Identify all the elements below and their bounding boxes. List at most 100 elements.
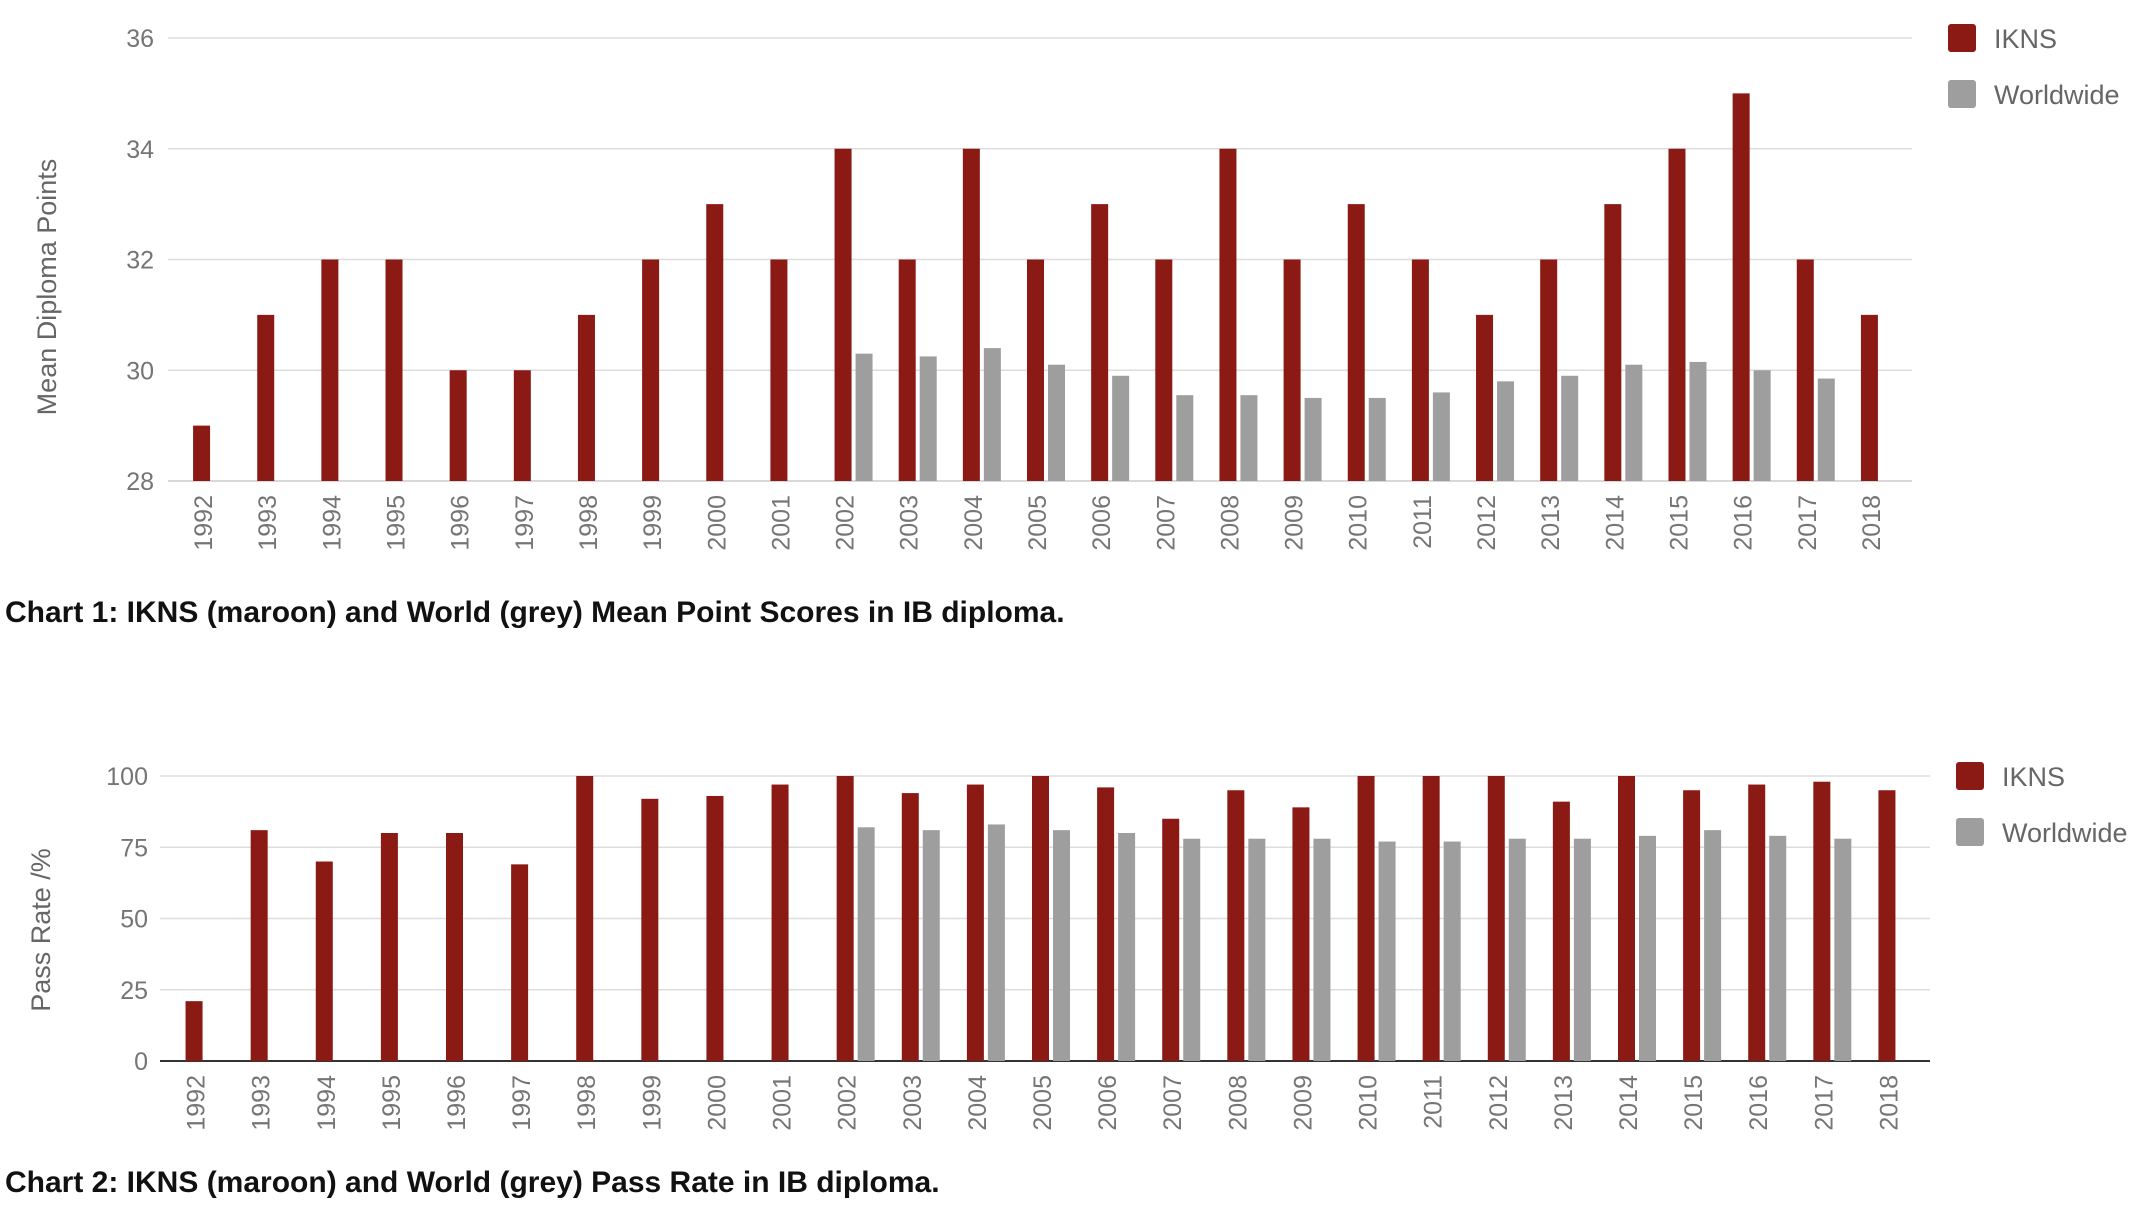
bar-ikns: [257, 314, 275, 481]
bar-ikns: [513, 370, 531, 481]
bar-worldwide: [1378, 841, 1396, 1061]
bar-worldwide: [1497, 381, 1515, 481]
bar-worldwide: [1834, 838, 1852, 1061]
x-tick-label: 2002: [834, 1075, 862, 1131]
bar-ikns: [1552, 801, 1570, 1061]
bar-ikns: [1347, 204, 1365, 481]
bar-ikns: [576, 776, 594, 1061]
x-tick-label: 2003: [899, 1075, 927, 1131]
x-tick-label: 2013: [1537, 495, 1565, 551]
bar-ikns: [1796, 259, 1814, 481]
legend-swatch: [1948, 80, 1976, 108]
chart-pass-rate-svg: 0 25 50 75 100 Pass Rate /% 1992 1993 1994 1995 19…: [26, 762, 2128, 1131]
x-tick-label: 1997: [511, 495, 539, 551]
bar-ikns: [1162, 818, 1180, 1061]
bar-ikns: [1732, 93, 1750, 481]
y-tick-label: 30: [126, 357, 154, 385]
y-tick-label: 36: [126, 25, 154, 53]
bar-worldwide: [1053, 830, 1070, 1061]
x-tick-label: 1998: [575, 495, 603, 551]
bar-ikns: [1618, 776, 1635, 1061]
bar-worldwide: [1639, 835, 1656, 1061]
legend-swatch: [1948, 24, 1976, 52]
x-tick-label: 2009: [1289, 1075, 1317, 1131]
bar-ikns: [1748, 784, 1766, 1061]
chart-1-caption: Chart 1: IKNS (maroon) and World (grey) …: [5, 596, 1065, 629]
x-tick-label: 2017: [1794, 495, 1822, 551]
bar-worldwide: [919, 356, 937, 481]
x-tick-label: 1992: [183, 1075, 211, 1131]
bar-ikns: [185, 1001, 203, 1061]
x-tick-label: 2000: [703, 1075, 731, 1131]
x-tick-label: 1996: [447, 495, 475, 551]
x-tick-label: 2011: [1409, 495, 1437, 549]
x-tick-label: 2010: [1355, 1075, 1383, 1131]
x-tick-label: 2002: [832, 495, 860, 551]
legend-label: IKNS: [2002, 762, 2065, 792]
bar-worldwide: [1432, 392, 1450, 481]
x-tick-label: 2018: [1858, 495, 1886, 551]
bar-ikns: [1422, 776, 1440, 1061]
x-tick-label: 2000: [703, 495, 731, 551]
bar-worldwide: [855, 353, 873, 481]
y-tick-label: 32: [126, 247, 154, 275]
bar-ikns: [446, 833, 463, 1061]
bar-worldwide: [1183, 838, 1201, 1061]
bar-ikns: [1860, 314, 1878, 481]
bar-worldwide: [1240, 395, 1258, 481]
bar-ikns: [449, 370, 467, 481]
chart-pass-rate: 0 25 50 75 100 Pass Rate /% 1992 1993 1994 1995 19…: [0, 700, 2132, 1160]
x-tick-label: 2007: [1152, 495, 1180, 551]
bar-ikns: [770, 259, 788, 481]
bar-ikns: [1097, 787, 1115, 1061]
bar-worldwide: [1753, 370, 1771, 481]
x-tick-label: 1994: [318, 495, 346, 551]
x-tick-label: 2012: [1473, 495, 1501, 551]
x-tick-label: 1995: [378, 1075, 406, 1131]
legend-label: IKNS: [1994, 24, 2057, 54]
y-tick-label: 0: [134, 1048, 148, 1076]
x-tick-label: 2005: [1024, 495, 1052, 551]
bar-worldwide: [1625, 364, 1643, 481]
bar-ikns: [1476, 314, 1494, 481]
bar-ikns: [641, 798, 659, 1061]
bar-ikns: [1227, 790, 1245, 1061]
bar-worldwide: [1304, 397, 1322, 481]
bar-ikns: [1411, 259, 1429, 481]
x-tick-label: 2008: [1216, 495, 1244, 551]
x-tick-label: 2012: [1485, 1075, 1513, 1131]
x-tick-label: 1997: [508, 1075, 536, 1131]
bar-ikns: [1357, 776, 1375, 1061]
bar-worldwide: [1048, 364, 1065, 481]
legend-label: Worldwide: [1994, 80, 2120, 110]
bar-worldwide: [1248, 838, 1266, 1061]
chart-mean-points: 28 30 32 34 36 Mean Diploma Points 1992 1993 199…: [0, 0, 2132, 560]
bar-ikns: [1487, 776, 1505, 1061]
x-tick-label: 2015: [1665, 495, 1693, 551]
bar-ikns: [1283, 259, 1301, 481]
bar-ikns: [1155, 259, 1173, 481]
chart-2-caption: Chart 2: IKNS (maroon) and World (grey) …: [5, 1166, 940, 1199]
x-tick-label: 2011: [1420, 1075, 1448, 1129]
bar-ikns: [321, 259, 339, 481]
bar-ikns: [1540, 259, 1558, 481]
y-tick-label: 50: [120, 906, 148, 934]
x-tick-label: 1993: [248, 1075, 276, 1131]
y-axis-label: Pass Rate /%: [26, 848, 56, 1012]
bar-ikns: [577, 314, 595, 481]
x-tick-label: 1992: [190, 495, 218, 551]
bar-worldwide: [922, 830, 940, 1061]
bar-ikns: [1878, 790, 1896, 1061]
bar-ikns: [1027, 259, 1044, 481]
bar-worldwide: [1176, 395, 1194, 481]
x-tick-label: 1999: [638, 1075, 666, 1131]
bar-worldwide: [1118, 833, 1136, 1061]
bar-worldwide: [1561, 375, 1579, 481]
bar-ikns: [834, 148, 852, 481]
y-tick-label: 34: [126, 136, 154, 164]
y-tick-label: 100: [106, 763, 148, 791]
bar-worldwide: [1573, 838, 1591, 1061]
x-tick-label: 2017: [1810, 1075, 1838, 1131]
bar-ikns: [962, 148, 980, 481]
bar-ikns: [1604, 204, 1622, 481]
